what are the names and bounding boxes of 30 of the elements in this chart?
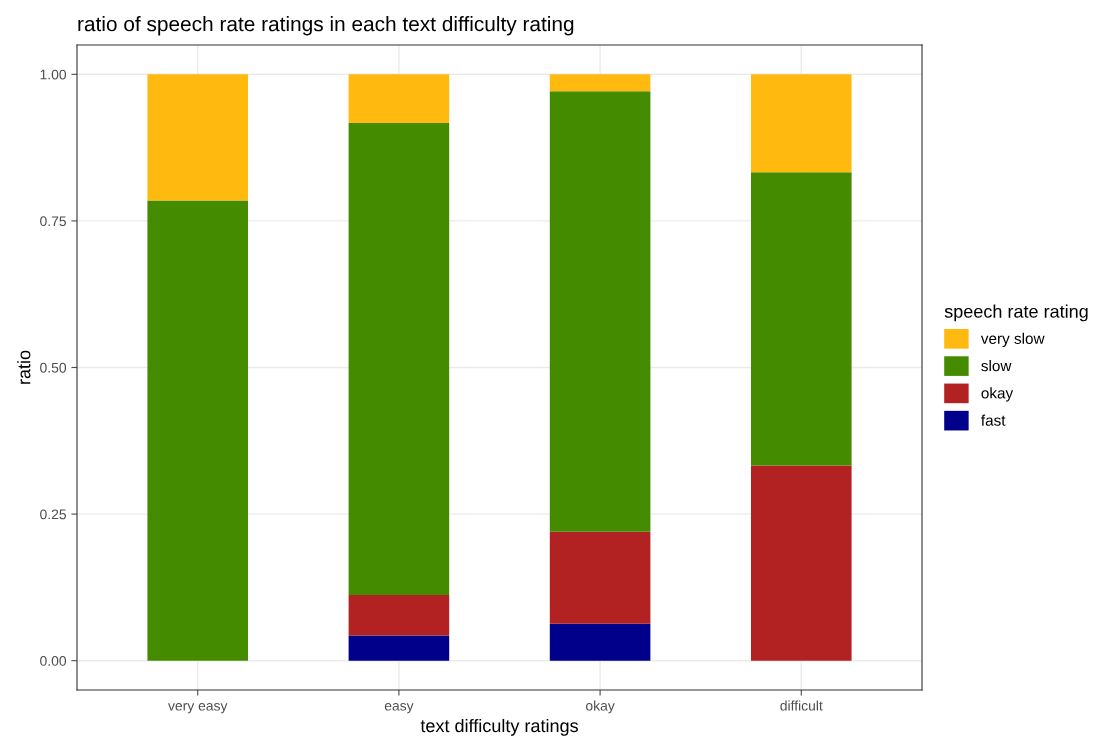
y-tick-label: 0.75 (40, 216, 66, 227)
bar (750, 172, 852, 466)
bar (549, 623, 651, 661)
legend-label: fast (981, 414, 1006, 426)
bar (549, 91, 651, 532)
y-tick-label: 0.50 (40, 362, 67, 373)
bar (348, 635, 450, 661)
bar (348, 595, 450, 636)
x-axis-title: text difficulty ratings (420, 718, 578, 736)
y-tick-label: 0.25 (40, 509, 66, 520)
bar (348, 74, 450, 123)
y-axis-title: ratio (17, 350, 31, 384)
legend-label: okay (981, 387, 1014, 402)
x-tick-label: easy (384, 703, 414, 714)
bar (147, 200, 249, 661)
bar (549, 74, 651, 92)
bar (750, 74, 852, 173)
x-tick-label: very easy (168, 703, 228, 714)
y-tick-label: 1.00 (40, 69, 67, 80)
bar (348, 122, 450, 596)
legend-label: very slow (980, 332, 1045, 347)
x-tick-label: difficult (780, 700, 823, 711)
bar (147, 74, 249, 201)
x-tick-label: okay (586, 700, 615, 714)
chart-title: ratio of speech rate ratings in each text difficulty rating (78, 16, 574, 36)
bar (549, 531, 651, 624)
bar (750, 465, 852, 661)
legend-title: speech rate rating (944, 304, 1088, 322)
legend-label: slow (981, 360, 1012, 372)
y-tick-label: 0.00 (40, 656, 67, 666)
